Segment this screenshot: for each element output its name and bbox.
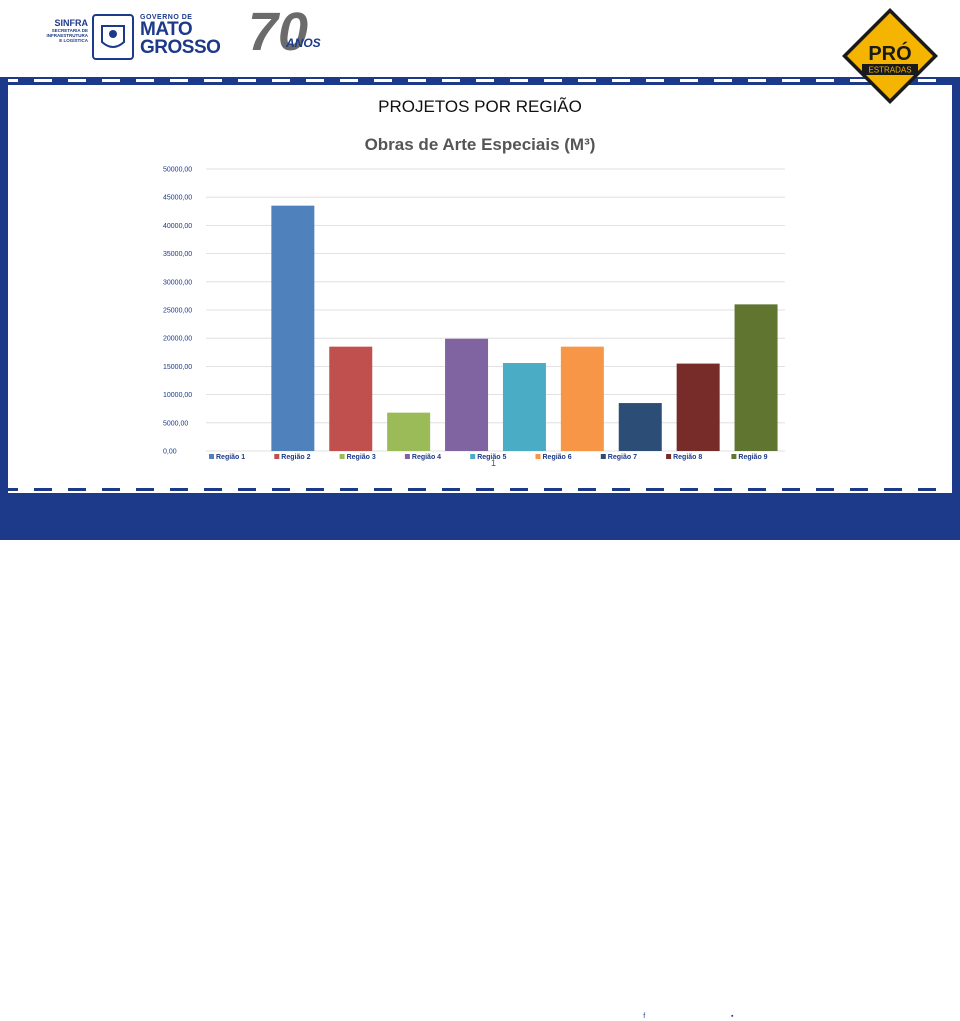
legend-swatch (535, 454, 541, 459)
legend-label: Região 8 (673, 454, 702, 461)
site-url-link[interactable]: www.sinfra.mt.gov.br (176, 1004, 327, 1020)
gov-line-2: GROSSO (140, 37, 221, 58)
bar (445, 338, 489, 451)
sinfra-line-2: INFRAESTRUTURA (46, 33, 89, 38)
legend-label: Região 7 (608, 454, 637, 461)
y-tick-label: 25000,00 (163, 308, 192, 315)
y-tick-label: 15000,00 (163, 364, 192, 371)
legend-swatch (209, 454, 214, 459)
legend-swatch (404, 454, 410, 459)
page-number: 1 (491, 458, 497, 468)
legend-label: Região 9 (738, 454, 767, 461)
anniversary-logo: 70 ANOS (246, 2, 341, 63)
legend-label: Região 5 (477, 454, 506, 461)
left-stripe (0, 77, 8, 493)
header: SINFRA SECRETARIA DE INFRAESTRUTURA E LO… (0, 0, 960, 77)
footer-road-dashes (0, 488, 960, 491)
sinfra-line-3: E LOGÍSTICA (59, 38, 88, 43)
anniversary-text: ANOS (286, 36, 321, 50)
gov-label: GOVERNO DE (140, 14, 193, 21)
legend-swatch (600, 454, 606, 459)
legend-label: Região 4 (412, 454, 441, 461)
sinfra-line-1: SECRETARIA DE (51, 28, 88, 33)
right-stripe (952, 77, 960, 493)
bar (271, 205, 315, 451)
legend-swatch (274, 454, 280, 459)
bar (560, 346, 604, 451)
social-icon: ▪ (729, 1013, 737, 1021)
y-tick-label: 45000,00 (163, 195, 192, 202)
pro-logo-sub: ESTRADAS (868, 66, 911, 75)
legend-swatch (470, 454, 476, 459)
footer: www.sinfra.mt.gov.br CURTA f sinframt SIG… (0, 493, 960, 1021)
pro-sign-inner (847, 13, 933, 99)
gov-logo-text: MATO GROSSO (140, 19, 221, 58)
page-title: PROJETOS POR REGIÃO (378, 97, 582, 116)
siga-handle: sinframt1 (739, 1009, 798, 1021)
state-crest-icon (92, 14, 134, 60)
pro-logo-band (862, 64, 918, 75)
siga-label: SIGA (729, 1000, 754, 1007)
legend-swatch (666, 454, 672, 459)
pro-estradas-logo: PRÓ ESTRADAS (840, 6, 940, 106)
bar (502, 363, 546, 451)
bar (329, 346, 373, 451)
legend-label: Região 2 (281, 454, 310, 461)
facebook-icon: f (641, 1013, 649, 1021)
pro-logo-word: PRÓ (868, 41, 911, 65)
curta-label: CURTA (641, 1000, 675, 1007)
legend-label: Região 3 (347, 454, 376, 461)
gov-line-1: MATO (140, 19, 193, 40)
y-tick-label: 30000,00 (163, 279, 192, 286)
y-tick-label: 40000,00 (163, 223, 192, 230)
legend-label: Região 6 (543, 454, 572, 461)
facebook-curta[interactable]: CURTA f sinframt (641, 1000, 702, 1021)
bar (676, 363, 720, 451)
sinfra-logo: SINFRA SECRETARIA DE INFRAESTRUTURA E LO… (36, 18, 89, 43)
y-tick-label: 10000,00 (163, 392, 192, 399)
y-tick-label: 50000,00 (163, 167, 192, 174)
anniversary-number: 70 (248, 2, 309, 62)
curta-handle: sinframt (651, 1009, 703, 1021)
legend-label: Região 1 (216, 454, 245, 461)
bar (618, 403, 662, 451)
bar-chart: 0,00 5000,00 10000,00 15000,00 20000,00 25000… (163, 167, 785, 461)
bar (387, 412, 431, 451)
y-tick-label: 0,00 (163, 449, 177, 456)
header-road-dashes (0, 79, 960, 82)
y-tick-label: 35000,00 (163, 251, 192, 258)
sinfra-title: SINFRA (54, 18, 89, 28)
y-tick-label: 20000,00 (163, 336, 192, 343)
legend-swatch (731, 454, 737, 459)
legend-swatch (339, 454, 345, 459)
bar (734, 304, 778, 451)
y-tick-label: 5000,00 (163, 420, 188, 427)
chart-title: Obras de Arte Especiais (M³) (364, 135, 596, 154)
social-siga[interactable]: SIGA ▪ sinframt1 (729, 1000, 798, 1021)
